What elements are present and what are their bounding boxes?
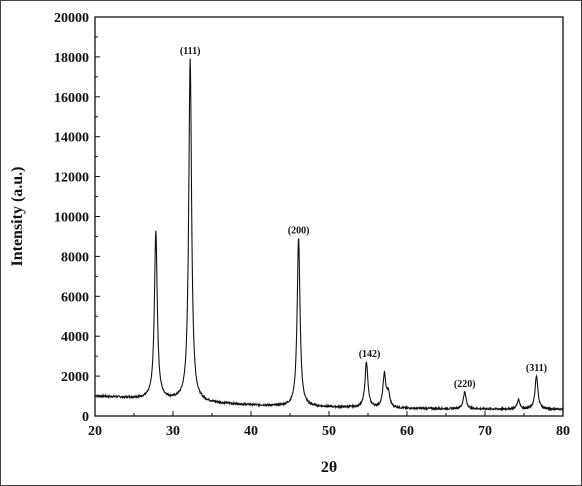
y-tick-label-8000: 8000 (61, 250, 89, 265)
x-tick-label-60: 60 (400, 424, 414, 439)
y-tick-label-20000: 20000 (54, 11, 89, 26)
x-axis-label: 2θ (321, 459, 337, 476)
x-tick-label-80: 80 (556, 424, 570, 439)
x-tick-label-70: 70 (478, 424, 492, 439)
x-tick-label-40: 40 (244, 424, 258, 439)
peak-annotation: (200) (288, 225, 310, 236)
x-tick-label-20: 20 (88, 424, 102, 439)
y-tick-label-6000: 6000 (61, 290, 89, 305)
x-tick-label-50: 50 (322, 424, 336, 439)
y-tick-label-2000: 2000 (61, 370, 89, 385)
y-axis-label: Intensity (a.u.) (9, 166, 26, 266)
y-tick-label-16000: 16000 (54, 91, 89, 106)
y-tick-label-12000: 12000 (54, 171, 89, 186)
y-tick-label-0: 0 (82, 410, 89, 425)
xrd-pattern-line (94, 58, 564, 412)
plot-area: 20 30 40 50 60 70 80 0 2000 4000 6000 8000 10000 1200… (54, 11, 570, 439)
peak-annotation: (111) (180, 46, 201, 57)
y-tick-label-10000: 10000 (54, 211, 89, 226)
y-tick-label-18000: 18000 (54, 51, 89, 66)
peak-annotation: (142) (359, 349, 381, 360)
peak-annotation: (311) (526, 363, 547, 374)
y-tick-label-14000: 14000 (54, 131, 89, 146)
plot-border (94, 16, 564, 417)
peak-annotation: (220) (454, 379, 476, 390)
y-tick-label-4000: 4000 (61, 330, 89, 345)
x-tick-label-30: 30 (166, 424, 180, 439)
